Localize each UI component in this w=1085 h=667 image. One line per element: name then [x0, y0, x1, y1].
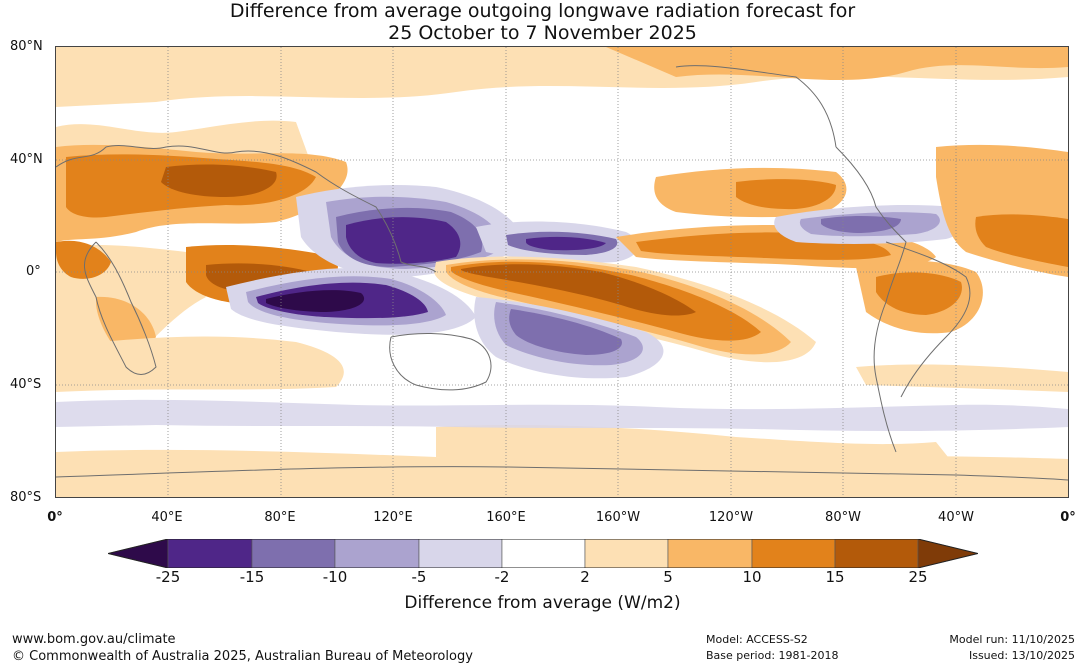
anomaly-region: [821, 216, 901, 233]
colorbar-tick: 10: [742, 568, 762, 586]
map-gridlines: [56, 47, 1068, 497]
run-info: Model run: 11/10/2025 Issued: 13/10/2025: [949, 632, 1075, 664]
anomaly-region: [56, 449, 1068, 497]
bom-url: www.bom.gov.au/climate: [12, 632, 176, 647]
colorbar-segment: [584, 539, 669, 568]
anomaly-region: [56, 399, 1068, 432]
anomaly-region: [876, 272, 962, 315]
lat-label-40n: 40°N: [10, 152, 43, 167]
anomaly-region: [266, 290, 365, 312]
issued-date: Issued: 13/10/2025: [968, 649, 1075, 662]
colorbar-segment: [501, 539, 586, 568]
anomaly-region: [96, 296, 156, 349]
lon-label-0-east: 0°: [1060, 510, 1076, 525]
lon-label-80e: 80°E: [264, 510, 296, 525]
colorbar-tick: -2: [494, 568, 510, 586]
colorbar-segment: [917, 539, 978, 568]
colorbar: [108, 539, 978, 568]
anomaly-region: [606, 47, 1068, 81]
colorbar-segment: [334, 539, 420, 568]
colorbar-tick: 2: [580, 568, 590, 586]
copyright: © Commonwealth of Australia 2025, Austra…: [12, 649, 473, 664]
anomaly-region: [736, 179, 836, 210]
map-title: Difference from average outgoing longwav…: [0, 0, 1085, 44]
lon-label-80w: 80°W: [825, 510, 861, 525]
lon-label-160w: 160°W: [595, 510, 641, 525]
anomaly-region: [509, 309, 622, 355]
colorbar-tick: -5: [411, 568, 427, 586]
coastlines: [56, 65, 1068, 481]
olr-anomaly-map: [55, 46, 1069, 498]
lat-label-80s: 80°S: [10, 490, 42, 505]
colorbar-segment: [834, 539, 919, 568]
colorbar-tick: 15: [825, 568, 845, 586]
anomaly-region: [975, 214, 1068, 267]
anomaly-region: [346, 217, 461, 264]
anomaly-region: [161, 164, 277, 197]
model-name: Model: ACCESS-S2: [706, 633, 808, 646]
model-run-date: Model run: 11/10/2025: [949, 633, 1075, 646]
colorbar-segment: [251, 539, 336, 568]
colorbar-segment: [108, 539, 169, 568]
colorbar-title: Difference from average (W/m2): [404, 593, 681, 613]
colorbar-segment: [418, 539, 503, 568]
base-period: Base period: 1981-2018: [706, 649, 839, 662]
footer-credits: www.bom.gov.au/climate © Commonwealth of…: [12, 631, 473, 665]
anomaly-region: [56, 240, 111, 279]
lat-label-80n: 80°N: [10, 39, 43, 54]
lat-label-equator: 0°: [26, 264, 41, 279]
title-line-2: 25 October to 7 November 2025: [388, 22, 697, 44]
colorbar-tick: -10: [322, 568, 348, 586]
colorbar-segment: [167, 539, 253, 568]
lon-label-120w: 120°W: [708, 510, 754, 525]
lon-label-120e: 120°E: [373, 510, 413, 525]
lat-label-40s: 40°S: [10, 377, 42, 392]
colorbar-tick: 5: [663, 568, 673, 586]
title-line-1: Difference from average outgoing longwav…: [229, 0, 856, 22]
lon-label-40w: 40°W: [938, 510, 974, 525]
anomaly-region: [526, 236, 606, 251]
colorbar-tick: 25: [908, 568, 928, 586]
colorbar-segment: [751, 539, 836, 568]
colorbar-tick: -25: [155, 568, 181, 586]
anomaly-region: [56, 336, 344, 392]
colorbar-tick: -15: [239, 568, 265, 586]
model-info: Model: ACCESS-S2 Base period: 1981-2018: [706, 632, 838, 664]
lon-label-160e: 160°E: [486, 510, 526, 525]
lon-label-0: 0°: [47, 510, 63, 525]
lon-label-40e: 40°E: [151, 510, 183, 525]
anomaly-region: [461, 264, 696, 316]
colorbar-segment: [667, 539, 753, 568]
